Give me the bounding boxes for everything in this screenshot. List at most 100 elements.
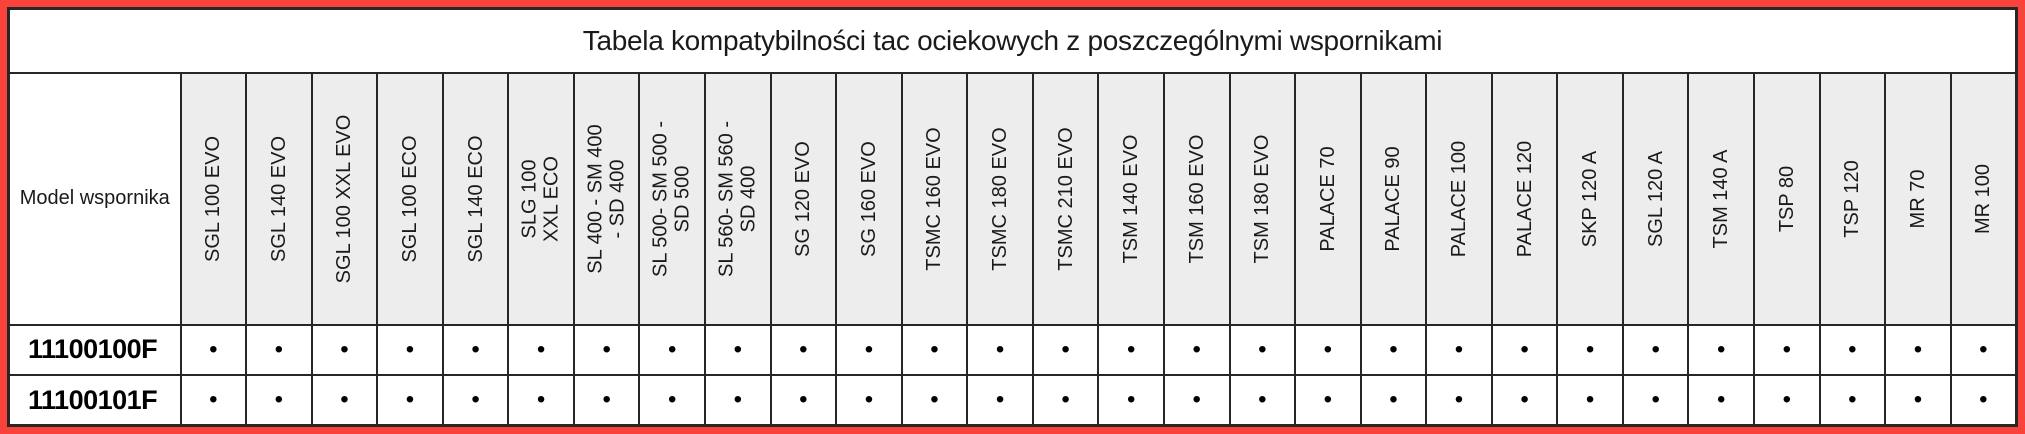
compat-cell: • <box>1884 374 1952 427</box>
column-header: SGL 140 EVO <box>245 71 313 326</box>
column-header-label: PALACE 70 <box>1316 145 1339 252</box>
compat-cell: • <box>638 374 706 427</box>
column-header: TSM 180 EVO <box>1228 71 1297 326</box>
column-header-label: SGL 140 EVO <box>267 135 290 262</box>
compat-cell: • <box>1490 374 1559 427</box>
compat-cell: • <box>1884 323 1952 376</box>
column-header: SL 560- SM 560 - SD 400 <box>704 71 772 326</box>
compat-cell: • <box>179 323 248 376</box>
column-header: SL 400 - SM 400 - SD 400 <box>572 71 641 326</box>
compat-cell: • <box>507 323 575 376</box>
compat-cell: • <box>1753 323 1821 376</box>
column-header: SL 500- SM 500 - SD 500 <box>638 71 706 326</box>
column-header-label: SLG 100 XXL ECO <box>518 155 564 242</box>
column-header: MR 70 <box>1884 71 1952 326</box>
compat-cell: • <box>966 323 1034 376</box>
compat-cell: • <box>1621 323 1690 376</box>
compat-cell: • <box>1425 323 1493 376</box>
column-header-label: TSM 140 A <box>1710 149 1733 248</box>
compat-cell: • <box>441 374 510 427</box>
column-header-label: SGL 100 XXL EVO <box>333 114 356 283</box>
column-header-label: SL 400 - SM 400 - SD 400 <box>584 123 629 274</box>
column-header-label: SGL 100 EVO <box>202 135 225 262</box>
column-header-label: TSM 160 EVO <box>1185 134 1208 263</box>
table-row: 11100101F • • • • • • • • • • • • • • • • • • • • • • • • • • • • <box>7 374 2018 427</box>
table-row: 11100100F • • • • • • • • • • • • • • • • • • • • • • • • • • • • <box>7 323 2018 376</box>
column-header: PALACE 70 <box>1294 71 1362 326</box>
compat-cell: • <box>835 374 903 427</box>
table-title: Tabela kompatybilności tac ociekowych z … <box>7 7 2018 74</box>
compat-cell: • <box>900 323 969 376</box>
column-header-label: SKP 120 A <box>1578 150 1601 247</box>
compat-cell: • <box>1425 374 1493 427</box>
column-header-label: SGL 100 ECO <box>398 134 421 263</box>
compat-cell: • <box>769 323 838 376</box>
column-header-label: SL 560- SM 560 - SD 400 <box>715 120 760 277</box>
row-model-label: 11100100F <box>7 323 182 376</box>
compat-cell: • <box>1031 323 1100 376</box>
compat-cell: • <box>376 323 444 376</box>
column-header: SGL 120 A <box>1621 71 1690 326</box>
compat-cell: • <box>1687 323 1755 376</box>
column-header: TSM 140 EVO <box>1097 71 1165 326</box>
compat-cell: • <box>310 323 379 376</box>
compat-cell: • <box>310 374 379 427</box>
column-header: TSMC 180 EVO <box>966 71 1034 326</box>
compat-cell: • <box>1228 374 1297 427</box>
column-header: SGL 100 XXL EVO <box>310 71 379 326</box>
column-header-label: TSMC 210 EVO <box>1054 126 1077 271</box>
compat-cell: • <box>572 323 641 376</box>
column-header-label: SG 120 EVO <box>792 140 815 257</box>
column-header-label: SG 160 EVO <box>857 140 880 257</box>
compat-cell: • <box>638 323 706 376</box>
compat-cell: • <box>572 374 641 427</box>
column-header: SG 120 EVO <box>769 71 838 326</box>
column-header: SGL 100 ECO <box>376 71 444 326</box>
column-header: TSMC 210 EVO <box>1031 71 1100 326</box>
compat-cell: • <box>507 374 575 427</box>
compat-cell: • <box>376 374 444 427</box>
column-header: SG 160 EVO <box>835 71 903 326</box>
model-column-header: Model wspornika <box>7 71 182 326</box>
title-row: Tabela kompatybilności tac ociekowych z … <box>7 7 2018 74</box>
column-header-label: MR 70 <box>1906 169 1929 228</box>
compat-cell: • <box>1556 323 1624 376</box>
column-header-label: TSMC 160 EVO <box>923 126 946 271</box>
compat-cell: • <box>245 323 313 376</box>
column-header: SLG 100 XXL ECO <box>507 71 575 326</box>
column-header: TSM 140 A <box>1687 71 1755 326</box>
compat-cell: • <box>441 323 510 376</box>
column-header-label: TSMC 180 EVO <box>988 126 1011 271</box>
compat-cell: • <box>1228 323 1297 376</box>
compat-cell: • <box>1294 323 1362 376</box>
column-header-label: TSP 120 <box>1841 159 1864 238</box>
compat-cell: • <box>1162 323 1231 376</box>
column-header-label: PALACE 90 <box>1382 145 1405 252</box>
column-header: SGL 100 EVO <box>179 71 248 326</box>
column-header: TSP 80 <box>1753 71 1821 326</box>
compat-cell: • <box>1949 374 2018 427</box>
compat-cell: • <box>769 374 838 427</box>
compat-cell: • <box>704 323 772 376</box>
compat-cell: • <box>245 374 313 427</box>
column-header-label: PALACE 120 <box>1513 140 1536 257</box>
column-header: PALACE 100 <box>1425 71 1493 326</box>
column-header: PALACE 120 <box>1490 71 1559 326</box>
column-header: TSM 160 EVO <box>1162 71 1231 326</box>
compat-cell: • <box>1097 374 1165 427</box>
compat-cell: • <box>1556 374 1624 427</box>
column-header-label: SGL 140 ECO <box>464 134 487 263</box>
compat-cell: • <box>1949 323 2018 376</box>
compat-cell: • <box>704 374 772 427</box>
column-header-label: SL 500- SM 500 - SD 500 <box>649 120 695 277</box>
compat-cell: • <box>1294 374 1362 427</box>
compat-cell: • <box>900 374 969 427</box>
column-header: SKP 120 A <box>1556 71 1624 326</box>
compat-cell: • <box>1621 374 1690 427</box>
column-header-label: TSM 140 EVO <box>1119 134 1142 263</box>
compat-cell: • <box>1359 374 1428 427</box>
column-header: TSMC 160 EVO <box>900 71 969 326</box>
compat-cell: • <box>1031 374 1100 427</box>
compat-cell: • <box>179 374 248 427</box>
column-header-label: TSM 180 EVO <box>1251 134 1274 263</box>
